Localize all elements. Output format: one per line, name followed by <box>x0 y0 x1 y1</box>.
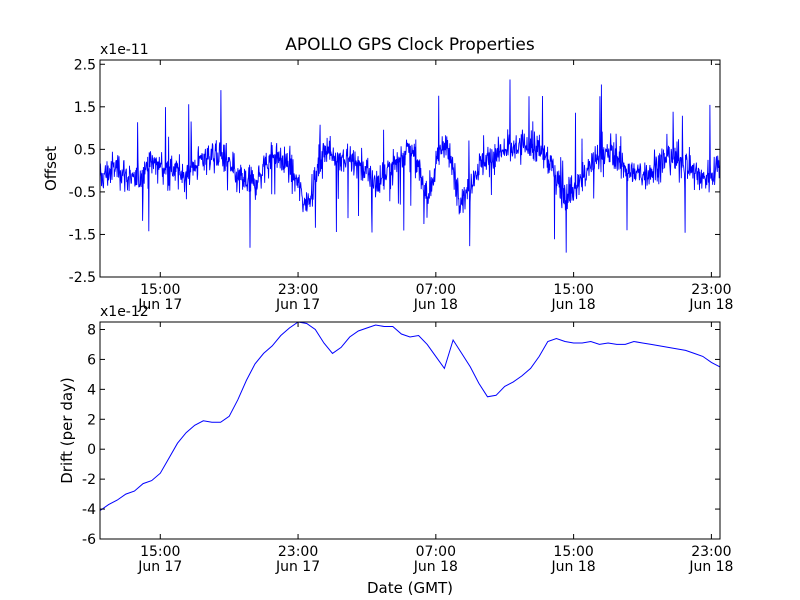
drift-xtick-time-label: 23:00 <box>691 544 731 560</box>
drift-y-axis-label: Drift (per day) <box>58 377 76 484</box>
offset-scale-note: x1e-11 <box>100 42 149 58</box>
drift-ytick-label: 2 <box>87 412 96 428</box>
drift-plot-area <box>100 322 720 512</box>
drift-xtick-time-label: 07:00 <box>416 544 456 560</box>
offset-xtick-time-label: 07:00 <box>416 282 456 298</box>
drift-ytick-label: 6 <box>87 352 96 368</box>
offset-ytick-label: -1.5 <box>69 227 96 243</box>
drift-xtick-date-label: Jun 17 <box>275 559 320 575</box>
offset-xtick-date-label: Jun 17 <box>137 297 182 313</box>
drift-ytick-label: -6 <box>82 532 96 548</box>
drift-ytick-label: -2 <box>82 472 96 488</box>
offset-ytick-label: 1.5 <box>74 100 96 116</box>
offset-series-line <box>100 79 720 253</box>
drift-xtick-time-label: 15:00 <box>140 544 180 560</box>
drift-axes-frame <box>99 321 721 540</box>
drift-ytick-label: -4 <box>82 502 96 518</box>
offset-ytick-label: 2.5 <box>74 57 96 73</box>
drift-xtick-date-label: Jun 17 <box>137 559 182 575</box>
offset-ytick-label: -2.5 <box>69 270 96 286</box>
drift-xtick-date-label: Jun 18 <box>551 559 596 575</box>
drift-ytick-label: 8 <box>87 322 96 338</box>
drift-xtick-time-label: 15:00 <box>553 544 593 560</box>
drift-xtick-time-label: 23:00 <box>278 544 318 560</box>
drift-series-line <box>100 322 720 512</box>
offset-y-axis-label: Offset <box>42 146 60 191</box>
offset-ytick-label: -0.5 <box>69 185 96 201</box>
drift-xtick-date-label: Jun 18 <box>688 559 733 575</box>
offset-xtick-time-label: 15:00 <box>553 282 593 298</box>
figure-title: APOLLO GPS Clock Properties <box>285 35 535 55</box>
offset-xtick-date-label: Jun 18 <box>413 297 458 313</box>
offset-xtick-time-label: 23:00 <box>691 282 731 298</box>
offset-axes-frame <box>99 59 721 278</box>
offset-xtick-date-label: Jun 17 <box>275 297 320 313</box>
offset-xtick-date-label: Jun 18 <box>688 297 733 313</box>
drift-scale-note: x1e-12 <box>100 304 149 320</box>
offset-ytick-label: 0.5 <box>74 142 96 158</box>
offset-plot-area <box>100 79 720 253</box>
drift-ytick-label: 0 <box>87 442 96 458</box>
offset-xtick-time-label: 15:00 <box>140 282 180 298</box>
offset-xtick-date-label: Jun 18 <box>551 297 596 313</box>
drift-x-axis-label: Date (GMT) <box>367 579 453 597</box>
offset-xtick-time-label: 23:00 <box>278 282 318 298</box>
drift-ytick-label: 4 <box>87 382 96 398</box>
drift-xtick-date-label: Jun 18 <box>413 559 458 575</box>
